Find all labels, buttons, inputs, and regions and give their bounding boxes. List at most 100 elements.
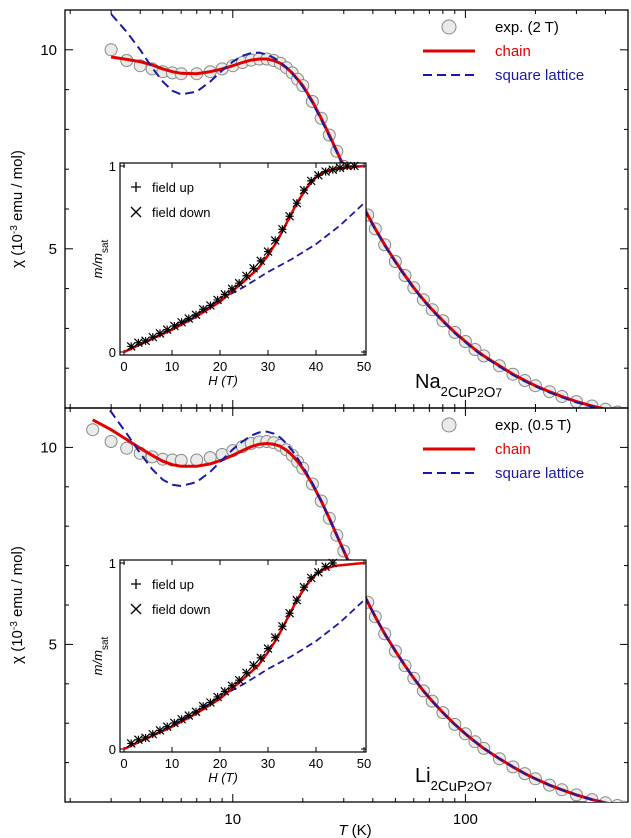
inset-point-field-down	[313, 170, 323, 180]
y-tick-label: 5	[49, 636, 57, 653]
data-point	[611, 799, 623, 802]
x-axis-title: T (K)	[338, 822, 371, 838]
inset-point-field-down	[177, 317, 187, 327]
inset-point-field-down	[141, 733, 151, 743]
inset-point-field-down	[321, 167, 331, 177]
inset-point-field-down	[184, 314, 194, 323]
inset-frame	[119, 559, 367, 753]
legend-label: exp. (0.5 T)	[495, 417, 571, 434]
x-tick-label: 10	[224, 811, 241, 828]
inset-point-field-down	[191, 707, 201, 717]
inset-point-field-down	[141, 336, 151, 346]
series-line-square-lattice	[106, 408, 607, 802]
inset-point-field-down	[263, 644, 273, 653]
compound-label: Li2CuP2O7	[415, 765, 492, 795]
x-tick-label: 100	[453, 811, 478, 828]
inset-point-field-down	[220, 289, 230, 299]
inset-point-field-down	[126, 341, 136, 351]
inset-point-field-down	[198, 304, 208, 314]
inset-point-field-down	[234, 278, 244, 288]
inset-frame	[119, 162, 367, 356]
inset-point-field-down	[263, 247, 273, 256]
inset-point-field-down	[256, 653, 266, 663]
inset-point-field-down	[162, 722, 172, 732]
inset-point-field-down	[335, 163, 345, 173]
inset-point-field-down	[249, 263, 259, 273]
inset-point-field-down	[285, 211, 295, 221]
inset-point-field-down	[299, 185, 309, 195]
legend-marker	[441, 19, 457, 35]
inset-point-field-down	[155, 725, 165, 735]
inset-x-tick-label: 30	[261, 756, 275, 771]
inset-point-field-down	[328, 558, 338, 568]
inset-point-field-down	[299, 582, 309, 592]
inset-point-field-down	[241, 271, 251, 281]
inset-legend-marker	[131, 182, 141, 192]
inset-point-field-down	[241, 668, 251, 678]
inset-y-axis-title: m/msat	[90, 239, 111, 278]
inset-point-field-down	[148, 332, 158, 342]
inset-x-tick-label: 50	[357, 359, 371, 374]
inset-legend-label: field up	[152, 577, 194, 592]
inset-y-tick-label: 1	[109, 159, 116, 174]
y-tick-label: 5	[49, 241, 57, 258]
inset-legend-label: field up	[152, 180, 194, 195]
inset-point-field-down	[321, 562, 331, 572]
inset-point-field-down	[191, 310, 201, 320]
data-point	[104, 43, 118, 57]
inset-point-field-down	[227, 284, 237, 294]
inset-point-field-down	[133, 338, 143, 348]
y-axis-title: χ (10-3 emu / mol)	[9, 546, 27, 664]
inset-point-field-down	[169, 718, 179, 728]
inset-legend-label: field down	[152, 205, 211, 220]
y-axis-title: χ (10-3 emu / mol)	[9, 150, 27, 268]
inset-point-field-down	[292, 198, 302, 208]
inset-point-field-down	[270, 235, 280, 245]
inset-point-field-down	[126, 738, 136, 748]
legend-label: square lattice	[495, 465, 584, 482]
legend-label: chain	[495, 43, 531, 60]
inset-point-field-down	[313, 567, 323, 577]
data-point	[104, 435, 118, 448]
inset-point-field-down	[277, 621, 287, 631]
data-area	[86, 408, 628, 802]
inset-x-tick-label: 0	[120, 359, 127, 374]
inset-point-field-down	[270, 632, 280, 642]
y-tick-label: 10	[40, 42, 57, 59]
inset-point-field-down	[213, 295, 223, 305]
inset-legend-marker	[130, 603, 142, 615]
inset-x-tick-label: 20	[213, 359, 227, 374]
inset-point-field-down	[328, 165, 338, 175]
data-point	[86, 423, 100, 437]
inset-point-field-down	[177, 714, 187, 724]
inset-point-field-down	[133, 735, 143, 745]
inset-point-field-down	[148, 729, 158, 739]
data-point	[599, 402, 612, 408]
inset-point-field-down	[227, 681, 237, 691]
inset-point-field-down	[285, 608, 295, 618]
inset-x-tick-label: 10	[165, 756, 179, 771]
legend-label: chain	[495, 441, 531, 458]
inset-x-tick-label: 20	[213, 756, 227, 771]
inset-point-field-down	[220, 686, 230, 696]
inset-point-field-down	[306, 176, 316, 186]
inset-point-field-down	[306, 573, 316, 583]
inset-point-field-down	[213, 692, 223, 702]
inset-legend-label: field down	[152, 602, 211, 617]
inset-point-field-down	[234, 675, 244, 685]
inset-point-field-down	[277, 224, 287, 234]
inset-point-field-down	[205, 301, 215, 310]
inset-x-axis-title: H (T)	[208, 770, 238, 785]
inset-legend-marker	[131, 579, 141, 589]
inset-y-tick-label: 0	[109, 742, 116, 757]
inset-top: 0 10 20 30 40 50 0 1 H (T) m/msat field up field do…	[90, 159, 371, 388]
data-point	[619, 800, 628, 802]
inset-point-field-down	[256, 256, 266, 266]
inset-bottom: 0 10 20 30 40 50 0 1 H (T) m/msat field up field do…	[90, 556, 371, 785]
inset-y-tick-label: 1	[109, 556, 116, 571]
inset-point-field-down	[184, 711, 194, 720]
y-tick-label: 10	[40, 439, 57, 456]
